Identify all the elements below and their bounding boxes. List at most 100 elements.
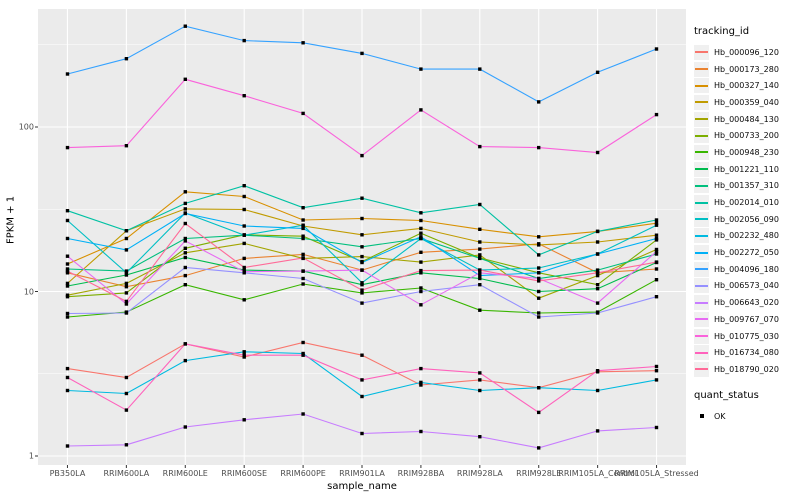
- data-point: [65, 209, 70, 213]
- data-point: [360, 353, 364, 357]
- legend-item-label: Hb_002056_090: [714, 214, 779, 224]
- data-point: [360, 283, 364, 287]
- data-point: [124, 375, 129, 380]
- data-point: [65, 262, 70, 266]
- data-point: [654, 233, 659, 237]
- data-point: [301, 256, 305, 260]
- x-tick-label: RRIM600LE: [162, 469, 208, 478]
- legend-key-line: [695, 234, 708, 237]
- data-point: [124, 248, 129, 252]
- legend-key-line: [695, 284, 708, 287]
- data-point: [478, 371, 482, 375]
- legend-key-icon: [694, 228, 709, 244]
- legend-item-label: Hb_000096_120: [714, 47, 779, 57]
- data-point: [65, 295, 70, 299]
- data-point: [478, 202, 482, 207]
- legend-item-label: Hb_000359_040: [714, 97, 779, 107]
- data-point: [419, 289, 423, 294]
- data-point: [654, 425, 659, 430]
- data-point: [419, 383, 423, 387]
- data-point: [242, 256, 246, 261]
- x-tick-label: RRIM928LA: [456, 469, 503, 478]
- data-point: [595, 70, 600, 74]
- data-point: [242, 353, 246, 357]
- data-point: [478, 273, 482, 278]
- data-point: [124, 391, 129, 396]
- x-tick-label: RRIM901LA: [339, 469, 385, 478]
- data-point: [537, 253, 541, 257]
- data-point: [419, 260, 423, 264]
- quant-status-label: OK: [714, 411, 726, 421]
- y-tick-label: 1: [28, 451, 34, 461]
- data-point: [595, 150, 600, 155]
- data-point: [654, 47, 659, 51]
- data-point: [419, 303, 423, 307]
- data-point: [478, 283, 482, 287]
- data-point: [242, 94, 246, 98]
- x-tick-label: RRIM105LA_Stressed: [614, 469, 699, 478]
- data-point: [65, 315, 70, 319]
- data-point: [537, 311, 541, 315]
- data-point: [654, 252, 659, 256]
- data-point: [301, 41, 305, 45]
- data-point: [242, 350, 246, 354]
- data-point: [478, 240, 482, 244]
- data-point: [124, 57, 129, 61]
- data-point: [242, 207, 246, 212]
- data-point: [595, 229, 600, 234]
- data-point: [124, 285, 129, 289]
- data-point: [301, 276, 305, 281]
- data-point: [478, 268, 482, 272]
- data-point: [419, 286, 423, 290]
- data-point: [242, 38, 246, 43]
- data-point: [301, 218, 305, 222]
- quant-status-key-icon: [694, 408, 709, 424]
- data-point: [537, 446, 541, 450]
- data-point: [242, 355, 246, 359]
- data-point: [419, 380, 423, 385]
- data-point: [478, 388, 482, 393]
- data-point: [65, 254, 70, 258]
- data-point: [654, 218, 659, 222]
- x-tick-label: RRIM928BA: [397, 469, 445, 478]
- data-point: [183, 239, 187, 243]
- data-point: [537, 279, 541, 283]
- data-point: [242, 184, 246, 188]
- legend-item-label: Hb_001357_310: [714, 181, 779, 191]
- data-point: [124, 311, 129, 315]
- data-point: [301, 282, 305, 286]
- legend-item: Hb_002232_480: [694, 228, 798, 245]
- legend-key-line: [695, 68, 708, 71]
- legend-key-icon: [694, 361, 709, 377]
- x-tick-label: RRIM600LA: [103, 469, 150, 478]
- data-point: [360, 260, 364, 265]
- data-point: [360, 245, 364, 249]
- data-point: [124, 408, 129, 412]
- legend-item: Hb_000948_230: [694, 144, 798, 161]
- data-point: [478, 253, 482, 257]
- data-point: [124, 302, 129, 306]
- data-point: [537, 271, 541, 275]
- legend-item: Hb_001357_310: [694, 178, 798, 195]
- data-point: [360, 216, 364, 221]
- data-point: [654, 221, 659, 225]
- data-point: [242, 298, 246, 302]
- legend-key-icon: [694, 278, 709, 294]
- x-axis-title: sample_name: [327, 481, 397, 492]
- data-point: [654, 223, 659, 227]
- data-point: [301, 206, 305, 210]
- legend-key-icon: [694, 61, 709, 77]
- data-point: [301, 412, 305, 416]
- legend-key-icon: [694, 111, 709, 127]
- legend-item-label: Hb_009767_070: [714, 314, 779, 324]
- data-point: [419, 108, 423, 112]
- data-point: [183, 265, 187, 270]
- legend-item-label: Hb_000733_200: [714, 131, 779, 141]
- legend-key-icon: [694, 94, 709, 110]
- y-tick-label: 10: [23, 287, 34, 296]
- data-point: [654, 236, 659, 241]
- legend-key-icon: [694, 44, 709, 60]
- data-point: [419, 235, 423, 239]
- x-tick-label: RRIM600SE: [221, 469, 268, 478]
